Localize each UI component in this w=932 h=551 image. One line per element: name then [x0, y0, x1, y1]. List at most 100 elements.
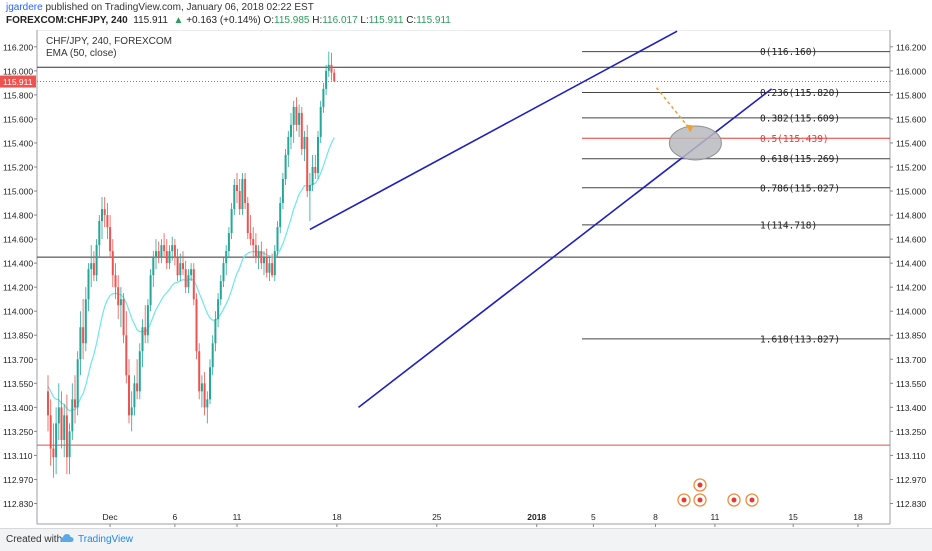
author-link[interactable]: jgardere — [6, 2, 43, 13]
event-marker-dot — [697, 497, 703, 503]
candle-body — [57, 407, 60, 424]
candle-body — [206, 399, 209, 408]
candle-body — [246, 203, 249, 234]
candle-body — [325, 70, 328, 89]
price-tick-right: 115.000 — [896, 187, 926, 197]
time-tick-label: 18 — [853, 512, 863, 522]
candle-body — [281, 179, 284, 204]
candle-body — [219, 281, 222, 300]
price-tick-left: 113.700 — [3, 355, 33, 365]
high-label: H: — [312, 15, 323, 26]
plot-area[interactable] — [36, 30, 891, 525]
projection-arrow-line[interactable] — [655, 87, 690, 129]
candle-body — [190, 269, 193, 276]
candle-body — [217, 299, 220, 320]
price-tick-right: 113.700 — [896, 355, 926, 365]
price-tick-left: 112.970 — [3, 475, 33, 485]
candle-body — [130, 407, 133, 416]
symbol-info-line: FOREXCOM:CHFJPY, 240 115.911 ▲ +0.163 (+… — [6, 15, 451, 26]
candle-body — [55, 423, 58, 458]
candle-body — [98, 221, 101, 246]
channel-upper-line[interactable] — [309, 30, 678, 231]
horizontal-levels — [37, 66, 890, 446]
candle-body — [171, 245, 174, 252]
price-chart[interactable]: 0(116.160) 0.236(115.820) 0.382(115.609) 0.… — [0, 30, 932, 530]
candle-body — [106, 215, 109, 228]
candle-body — [141, 327, 144, 352]
time-tick-label: 11 — [233, 512, 242, 522]
candle-body — [319, 106, 322, 137]
price-tick-right: 115.800 — [896, 90, 926, 100]
candle-body — [184, 269, 187, 288]
change-value: +0.163 (+0.14%) — [186, 15, 261, 26]
candle-body — [82, 327, 85, 344]
candle-body — [168, 251, 171, 264]
event-marker-dot — [697, 482, 703, 488]
candle-body — [68, 431, 71, 458]
publish-header: jgardere published on TradingView.com, J… — [0, 0, 932, 28]
candle-body — [47, 391, 49, 416]
candle-body — [114, 275, 117, 288]
event-marker-dot — [749, 497, 755, 503]
candle-body — [222, 263, 225, 282]
candle-body — [157, 251, 160, 258]
price-tick-right: 114.600 — [896, 235, 926, 245]
candle-body — [155, 251, 157, 258]
time-tick-label: 18 — [332, 512, 342, 522]
target-zone-group[interactable] — [655, 87, 722, 161]
candle-body — [136, 383, 139, 392]
candle-body — [179, 263, 182, 276]
created-with-text: Created with — [6, 534, 63, 545]
right-price-axis[interactable]: 116.200 116.000 115.800 115.600 115.400 115.2… — [890, 42, 926, 509]
symbol-name: FOREXCOM:CHFJPY, 240 — [6, 15, 128, 26]
candle-body — [268, 263, 271, 273]
fib-level-label: 0.5(115.439) — [760, 134, 829, 145]
price-tick-right: 114.000 — [896, 307, 926, 317]
candle-body — [238, 191, 241, 210]
open-value: 115.985 — [274, 15, 310, 26]
candle-body — [284, 154, 287, 180]
price-tick-left: 116.000 — [3, 66, 33, 76]
price-tick-left: 113.110 — [3, 451, 33, 461]
last-price-badge-text: 115.911 — [3, 77, 33, 87]
time-axis[interactable]: Dec 6 11 18 25 2018 5 8 11 15 18 — [37, 512, 890, 527]
candle-body — [149, 275, 152, 306]
price-tick-left: 114.000 — [3, 307, 33, 317]
price-tick-left: 113.850 — [3, 331, 33, 341]
fib-level-label: 1.618(113.827) — [760, 334, 840, 345]
fibonacci-retracement[interactable]: 0(116.160) 0.236(115.820) 0.382(115.609) 0.… — [582, 47, 890, 345]
candle-body — [138, 351, 141, 392]
candle-body — [87, 269, 90, 300]
price-tick-right: 113.850 — [896, 331, 926, 341]
candle-body — [65, 415, 68, 458]
candle-body — [49, 415, 52, 449]
candle-body — [165, 251, 168, 264]
time-tick-label: 25 — [432, 512, 442, 522]
candle-body — [330, 64, 333, 73]
left-price-axis[interactable]: 116.200 116.000 115.800 115.600 115.400 115.2… — [0, 42, 37, 509]
candle-body — [308, 185, 311, 192]
target-zone-ellipse[interactable] — [668, 125, 722, 161]
fib-level-label: 0.618(115.269) — [760, 154, 840, 165]
candle-body — [195, 299, 198, 352]
legend-ema: EMA (50, close) — [46, 48, 117, 59]
fib-level-label: 0.236(115.820) — [760, 88, 840, 99]
open-label: O: — [263, 15, 275, 26]
candle-body — [271, 263, 274, 276]
price-tick-right: 116.000 — [896, 66, 926, 76]
time-tick-label: 2018 — [527, 512, 546, 522]
candle-body — [125, 335, 128, 376]
close-value: 115.911 — [416, 15, 451, 26]
candle-body — [144, 327, 147, 336]
candle-body — [333, 72, 336, 82]
event-markers[interactable] — [677, 478, 759, 507]
tradingview-cloud-icon — [60, 534, 74, 542]
fib-level-label: 0.382(115.609) — [760, 113, 840, 124]
candle-body — [84, 299, 87, 344]
candle-body — [236, 185, 238, 192]
candle-body — [52, 448, 55, 458]
price-tick-left: 114.600 — [3, 235, 33, 245]
candle-body — [74, 399, 76, 408]
tradingview-brand-link[interactable]: TradingView — [78, 534, 134, 545]
candle-body — [128, 375, 130, 416]
